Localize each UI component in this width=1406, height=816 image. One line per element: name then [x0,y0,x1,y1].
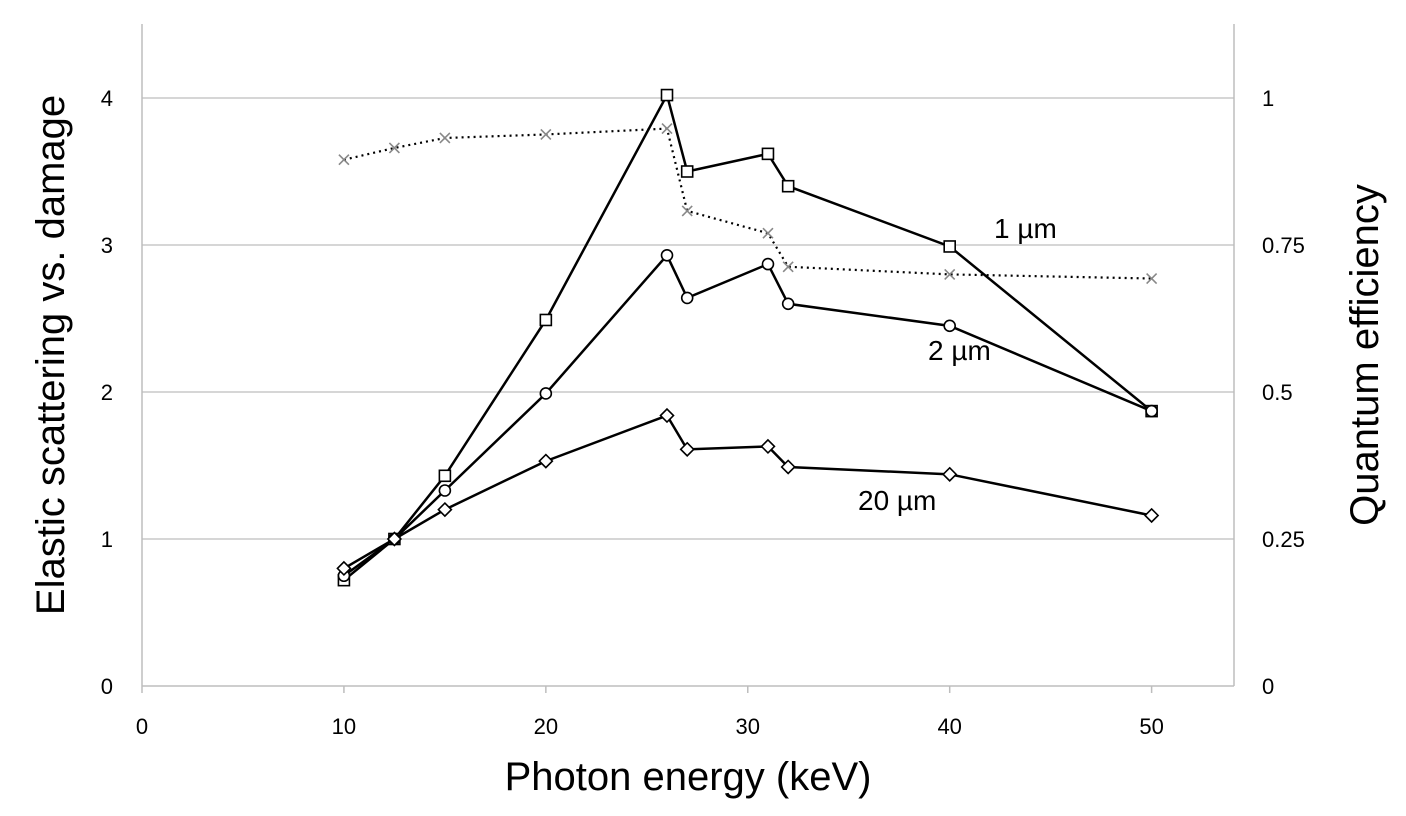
series-label: 20 µm [858,485,936,516]
circle-marker [761,257,775,271]
x-tick-label: 20 [534,714,558,739]
x-tick-label: 30 [736,714,760,739]
circle-marker [943,319,956,333]
y-tick-label: 2 [101,380,113,405]
square-marker [680,165,694,178]
diamond-marker [780,459,796,475]
x-tick-label: 0 [136,714,148,739]
y2-tick-labels: 0 0.25 0.5 0.75 1 [1262,86,1305,699]
grid [142,97,1234,540]
y-tick-label: 1 [101,527,113,552]
x-axis-title: Photon energy (keV) [505,755,872,799]
series-line [343,413,1152,570]
diamond-marker [538,453,554,469]
y-tick-label: 4 [101,86,113,111]
y2-tick-label: 0.5 [1262,380,1293,405]
x-marker [681,205,693,217]
x-marker [782,261,794,273]
y2-tick-label: 0.75 [1262,233,1305,258]
diamond-marker [336,560,352,577]
series-markers [336,88,1160,587]
x-marker [338,154,350,166]
y2-tick-label: 0.25 [1262,527,1305,552]
x-marker [762,227,774,239]
series-label: 1 µm [994,213,1057,244]
diamond-marker [760,438,776,455]
x-marker [540,128,552,141]
y-tick-labels: 0 1 2 3 4 [101,86,113,699]
series-line [343,91,1153,582]
circle-marker [781,297,795,311]
x-marker [1146,272,1158,285]
x-tick-label: 50 [1139,714,1163,739]
circle-marker [1145,404,1158,418]
circle-marker [438,484,452,497]
square-marker [761,147,775,161]
x-tick-marks [141,686,1153,693]
x-marker [661,123,673,135]
circle-marker [539,387,553,400]
series-line [343,127,1152,280]
series-labels: 1 µm 2 µm 20 µm [858,213,1057,516]
y2-axis-title: Quantum efficiency [1343,184,1387,526]
x-tick-labels: 0 10 20 30 40 50 [136,714,1164,739]
series-line [343,253,1153,577]
x-marker [944,268,956,280]
y2-tick-label: 1 [1262,86,1274,111]
diamond-marker [1143,507,1160,524]
y-tick-label: 3 [101,233,113,258]
diamond-marker [659,407,675,424]
circle-marker [680,291,694,305]
square-marker [781,179,795,193]
y2-tick-label: 0 [1262,674,1274,699]
x-tick-label: 10 [332,714,356,739]
y-tick-label: 0 [101,674,113,699]
x-tick-label: 40 [937,714,961,739]
square-marker [539,313,553,327]
square-marker [943,240,956,253]
x-marker [388,142,400,154]
circle-marker [660,248,674,262]
y-axis-title: Elastic scattering vs. damage [29,95,73,615]
diamond-marker [437,501,453,518]
square-marker [438,469,452,483]
diamond-marker [679,441,695,457]
diamond-marker [942,466,958,482]
series-label: 2 µm [928,335,991,366]
series-lines [343,91,1153,582]
diamond-marker [386,531,403,547]
square-marker [660,88,674,102]
x-marker [439,132,451,144]
